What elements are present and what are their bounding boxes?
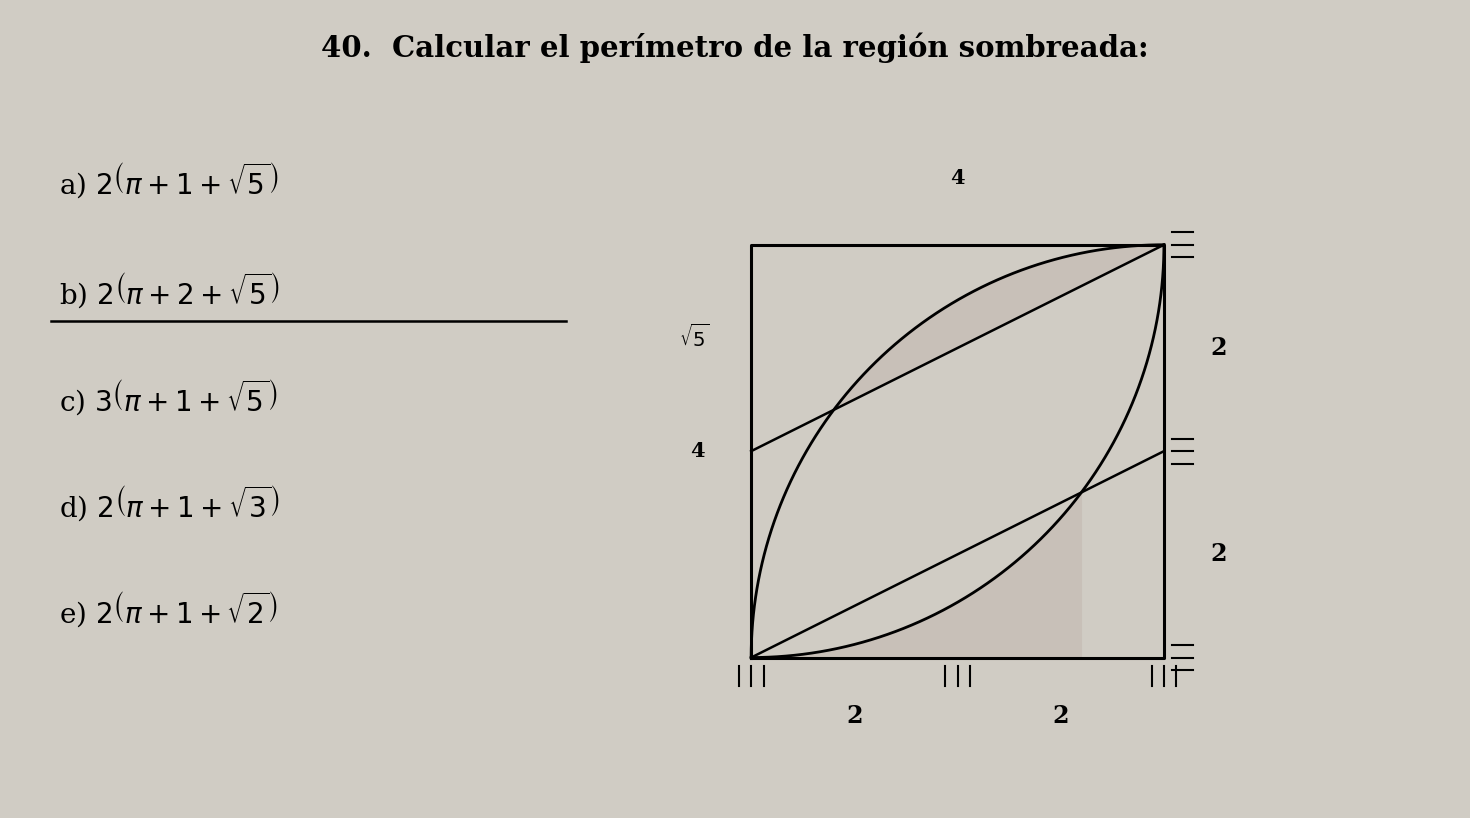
Text: 40.  Calcular el perímetro de la región sombreada:: 40. Calcular el perímetro de la región s…	[320, 33, 1150, 63]
Text: 2: 2	[1210, 542, 1227, 566]
Text: 2: 2	[1210, 336, 1227, 360]
Text: $\sqrt{5}$: $\sqrt{5}$	[679, 324, 710, 351]
Polygon shape	[835, 245, 1164, 409]
Polygon shape	[751, 492, 1082, 658]
Text: 2: 2	[847, 704, 863, 728]
Text: e) $2\left(\pi+1+\sqrt{2}\right)$: e) $2\left(\pi+1+\sqrt{2}\right)$	[59, 590, 278, 629]
Text: d) $2\left(\pi+1+\sqrt{3}\right)$: d) $2\left(\pi+1+\sqrt{3}\right)$	[59, 483, 279, 523]
Text: b) $2\left(\pi+2+\sqrt{5}\right)$: b) $2\left(\pi+2+\sqrt{5}\right)$	[59, 271, 279, 310]
Text: 2: 2	[1053, 704, 1069, 728]
Text: a) $2\left(\pi+1+\sqrt{5}\right)$: a) $2\left(\pi+1+\sqrt{5}\right)$	[59, 160, 278, 200]
Text: 4: 4	[689, 441, 704, 461]
Text: c) $3\left(\pi+1+\sqrt{5}\right)$: c) $3\left(\pi+1+\sqrt{5}\right)$	[59, 377, 278, 416]
Text: 4: 4	[950, 168, 964, 188]
